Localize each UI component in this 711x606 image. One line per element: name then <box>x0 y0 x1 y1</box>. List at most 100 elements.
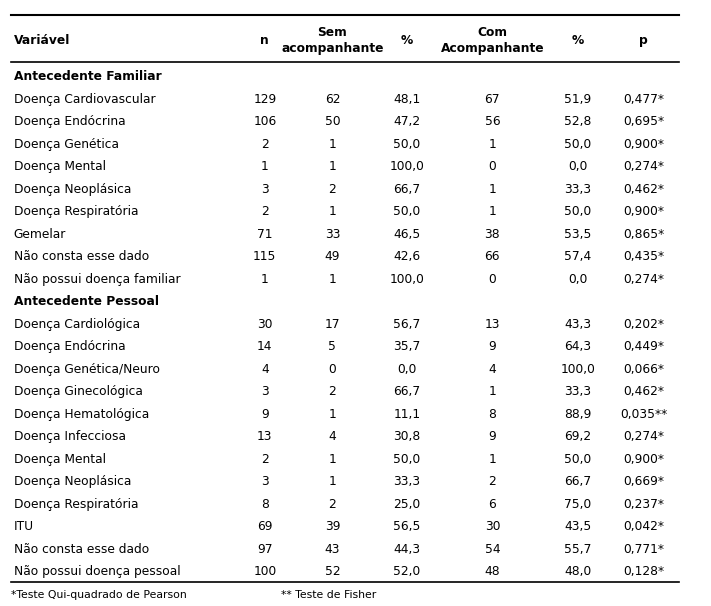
Text: 0,0: 0,0 <box>397 363 417 376</box>
Text: 1: 1 <box>328 205 336 218</box>
Text: 2: 2 <box>328 385 336 398</box>
Text: 8: 8 <box>261 498 269 511</box>
Text: Doença Neoplásica: Doença Neoplásica <box>14 182 131 196</box>
Text: 1: 1 <box>328 160 336 173</box>
Text: 1: 1 <box>328 273 336 285</box>
Text: 100,0: 100,0 <box>560 363 595 376</box>
Text: Doença Mental: Doença Mental <box>14 160 105 173</box>
Text: 0,274*: 0,274* <box>623 160 664 173</box>
Text: 2: 2 <box>261 138 269 151</box>
Text: 0,274*: 0,274* <box>623 273 664 285</box>
Text: 1: 1 <box>488 138 496 151</box>
Text: 46,5: 46,5 <box>393 228 421 241</box>
Text: acompanhante: acompanhante <box>281 42 384 55</box>
Text: Doença Cardiovascular: Doença Cardiovascular <box>14 93 155 105</box>
Text: Doença Hematológica: Doença Hematológica <box>14 408 149 421</box>
Text: 52,8: 52,8 <box>564 115 592 128</box>
Text: 97: 97 <box>257 543 272 556</box>
Text: Doença Respiratória: Doença Respiratória <box>14 205 138 218</box>
Text: %: % <box>401 34 413 47</box>
Text: 56,5: 56,5 <box>393 520 421 533</box>
Text: Doença Cardiológica: Doença Cardiológica <box>14 318 139 331</box>
Text: 2: 2 <box>488 475 496 488</box>
Text: 66,7: 66,7 <box>564 475 592 488</box>
Text: 62: 62 <box>325 93 340 105</box>
Text: 3: 3 <box>261 385 269 398</box>
Text: Não possui doença familiar: Não possui doença familiar <box>14 273 180 285</box>
Text: *Teste Qui-quadrado de Pearson: *Teste Qui-quadrado de Pearson <box>11 590 186 600</box>
Text: Doença Mental: Doença Mental <box>14 453 105 466</box>
Text: 48: 48 <box>485 565 500 578</box>
Text: 100: 100 <box>253 565 277 578</box>
Text: 1: 1 <box>261 160 269 173</box>
Text: 9: 9 <box>261 408 269 421</box>
Text: 4: 4 <box>328 430 336 443</box>
Text: 0,237*: 0,237* <box>623 498 664 511</box>
Text: 129: 129 <box>253 93 277 105</box>
Text: 2: 2 <box>328 498 336 511</box>
Text: 0: 0 <box>328 363 336 376</box>
Text: 0,042*: 0,042* <box>623 520 664 533</box>
Text: 42,6: 42,6 <box>393 250 421 263</box>
Text: 100,0: 100,0 <box>390 160 424 173</box>
Text: 64,3: 64,3 <box>564 340 592 353</box>
Text: 0,435*: 0,435* <box>623 250 664 263</box>
Text: 0,0: 0,0 <box>568 160 587 173</box>
Text: 0,128*: 0,128* <box>623 565 664 578</box>
Text: 1: 1 <box>328 138 336 151</box>
Text: 52,0: 52,0 <box>393 565 421 578</box>
Text: Doença Endócrina: Doença Endócrina <box>14 115 125 128</box>
Text: 33: 33 <box>325 228 340 241</box>
Text: 0,462*: 0,462* <box>623 182 664 196</box>
Text: 9: 9 <box>488 430 496 443</box>
Text: 0,695*: 0,695* <box>623 115 664 128</box>
Text: 71: 71 <box>257 228 272 241</box>
Text: 4: 4 <box>488 363 496 376</box>
Text: 52: 52 <box>325 565 340 578</box>
Text: 1: 1 <box>488 453 496 466</box>
Text: 33,3: 33,3 <box>393 475 421 488</box>
Text: Doença Ginecológica: Doença Ginecológica <box>14 385 142 398</box>
Text: 2: 2 <box>328 182 336 196</box>
Text: %: % <box>572 34 584 47</box>
Text: 17: 17 <box>325 318 340 331</box>
Text: 50,0: 50,0 <box>564 205 592 218</box>
Text: 13: 13 <box>485 318 500 331</box>
Text: 0,771*: 0,771* <box>623 543 664 556</box>
Text: Não possui doença pessoal: Não possui doença pessoal <box>14 565 180 578</box>
Text: 5: 5 <box>328 340 336 353</box>
Text: 69: 69 <box>257 520 272 533</box>
Text: Gemelar: Gemelar <box>14 228 66 241</box>
Text: 39: 39 <box>325 520 340 533</box>
Text: 43: 43 <box>325 543 340 556</box>
Text: 0,449*: 0,449* <box>623 340 664 353</box>
Text: 0,477*: 0,477* <box>623 93 664 105</box>
Text: 1: 1 <box>488 182 496 196</box>
Text: 0,462*: 0,462* <box>623 385 664 398</box>
Text: 8: 8 <box>488 408 496 421</box>
Text: 0,202*: 0,202* <box>623 318 664 331</box>
Text: 106: 106 <box>253 115 277 128</box>
Text: 48,1: 48,1 <box>393 93 421 105</box>
Text: 11,1: 11,1 <box>393 408 421 421</box>
Text: 3: 3 <box>261 475 269 488</box>
Text: Doença Neoplásica: Doença Neoplásica <box>14 475 131 488</box>
Text: Não consta esse dado: Não consta esse dado <box>14 250 149 263</box>
Text: 1: 1 <box>328 408 336 421</box>
Text: Doença Endócrina: Doença Endócrina <box>14 340 125 353</box>
Text: 0,066*: 0,066* <box>623 363 664 376</box>
Text: 100,0: 100,0 <box>390 273 424 285</box>
Text: 0,0: 0,0 <box>568 273 587 285</box>
Text: Antecedente Familiar: Antecedente Familiar <box>14 70 161 83</box>
Text: 56,7: 56,7 <box>393 318 421 331</box>
Text: 0: 0 <box>488 160 496 173</box>
Text: 115: 115 <box>253 250 277 263</box>
Text: 50,0: 50,0 <box>393 453 421 466</box>
Text: 75,0: 75,0 <box>564 498 592 511</box>
Text: 30: 30 <box>485 520 500 533</box>
Text: 56: 56 <box>485 115 500 128</box>
Text: 0: 0 <box>488 273 496 285</box>
Text: Variável: Variável <box>14 34 70 47</box>
Text: Acompanhante: Acompanhante <box>441 42 544 55</box>
Text: 35,7: 35,7 <box>393 340 421 353</box>
